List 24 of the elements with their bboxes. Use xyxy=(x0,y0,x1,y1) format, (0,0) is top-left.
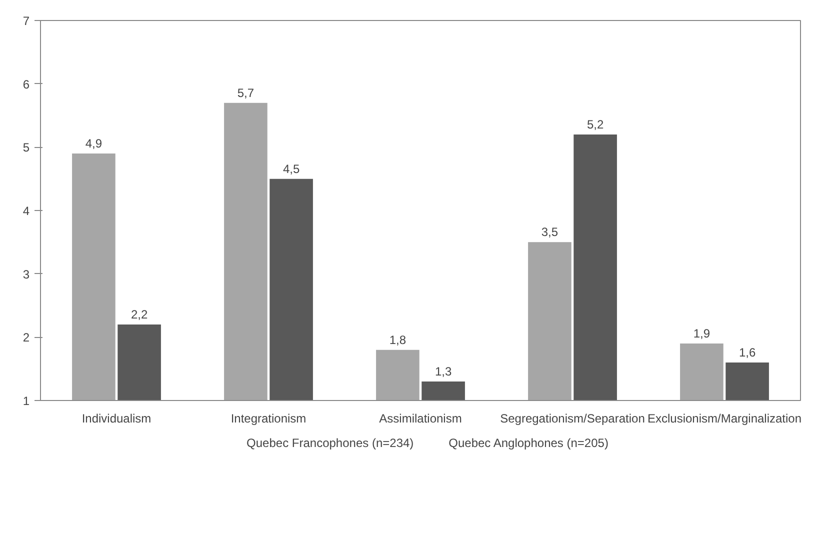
x-tick-label: Integrationism xyxy=(230,412,306,426)
data-label: 5,2 xyxy=(586,118,604,132)
text: Quebec Anglophones (n=205) xyxy=(448,436,608,450)
x-tick-label: Assimilationism xyxy=(379,412,462,426)
y-tick-label: 5 xyxy=(22,140,30,155)
y-tick-label: 3 xyxy=(22,267,30,282)
x-tick-label: Individualism xyxy=(82,412,152,426)
text: Quebec Francophones (n=234) xyxy=(246,436,414,450)
data-label: 5,7 xyxy=(237,86,254,100)
y-tick-label: 4 xyxy=(22,204,30,218)
y-tick-label: 2 xyxy=(22,330,30,345)
data-label: 1,8 xyxy=(389,332,406,347)
data-label: 4,5 xyxy=(282,162,300,176)
y-tick-label: 6 xyxy=(22,77,30,92)
y-tick-label: 1 xyxy=(22,394,30,408)
y-tick-label: 7 xyxy=(22,14,30,28)
data-label: 1,3 xyxy=(434,364,452,378)
data-label: 1,9 xyxy=(693,326,710,340)
data-label: 3,5 xyxy=(541,225,558,240)
x-tick-label: Exclusionism/Marginalization xyxy=(647,412,802,426)
data-label: 4,9 xyxy=(85,136,102,150)
data-label: 2,2 xyxy=(130,308,148,322)
x-tick-label: Segregationism/Separation xyxy=(500,412,645,426)
data-label: 1,6 xyxy=(738,346,756,360)
